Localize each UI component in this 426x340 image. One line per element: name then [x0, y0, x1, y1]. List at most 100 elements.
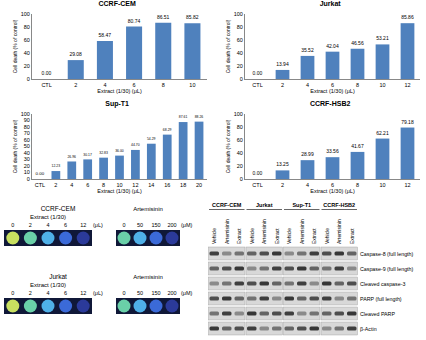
svg-text:62.21: 62.21: [376, 130, 389, 136]
svg-text:0: 0: [122, 290, 125, 296]
svg-text:Caspase-9 (full length): Caspase-9 (full length): [360, 266, 414, 272]
svg-text:0.00: 0.00: [42, 70, 52, 76]
svg-text:PARP (full length): PARP (full length): [360, 296, 402, 302]
svg-text:12: 12: [132, 182, 138, 188]
svg-text:β-Actin: β-Actin: [360, 326, 377, 332]
svg-text:90: 90: [24, 117, 30, 123]
svg-text:0: 0: [11, 290, 14, 296]
svg-text:100: 100: [234, 111, 243, 117]
svg-text:16: 16: [164, 182, 170, 188]
svg-text:Extract: Extract: [349, 228, 355, 244]
svg-text:35.52: 35.52: [301, 47, 314, 53]
svg-text:12: 12: [80, 290, 86, 296]
svg-text:Artemisinin: Artemisinin: [224, 219, 230, 244]
svg-text:Sup-T1: Sup-T1: [292, 202, 311, 208]
svg-text:4: 4: [46, 290, 49, 296]
svg-text:80: 80: [24, 124, 30, 130]
svg-text:13.25: 13.25: [276, 161, 289, 167]
svg-text:Vehicle: Vehicle: [286, 228, 292, 244]
svg-text:Sup-T1: Sup-T1: [105, 100, 129, 108]
svg-text:46.56: 46.56: [351, 40, 364, 46]
svg-text:41.67: 41.67: [351, 143, 364, 149]
svg-text:58.47: 58.47: [99, 32, 112, 38]
svg-text:Extract (1/30) (μL): Extract (1/30) (μL): [97, 188, 142, 194]
svg-text:Jurkat: Jurkat: [49, 273, 67, 280]
svg-text:53.21: 53.21: [376, 35, 389, 41]
svg-text:Cleaved PARP: Cleaved PARP: [360, 311, 395, 317]
svg-text:68.29: 68.29: [163, 128, 172, 132]
svg-text:33.56: 33.56: [326, 148, 339, 154]
svg-text:Vehicle: Vehicle: [249, 228, 255, 244]
svg-text:Extract (1/30) (μL): Extract (1/30) (μL): [310, 188, 355, 194]
svg-text:26.96: 26.96: [67, 155, 76, 159]
svg-text:10: 10: [116, 182, 122, 188]
svg-text:0.00: 0.00: [253, 170, 263, 176]
svg-text:86.51: 86.51: [157, 14, 170, 20]
svg-text:CCRF-CEM: CCRF-CEM: [212, 202, 242, 208]
svg-text:60: 60: [24, 37, 30, 43]
svg-text:Cleaved caspase-3: Cleaved caspase-3: [360, 281, 405, 287]
svg-text:0: 0: [240, 176, 243, 182]
svg-text:10: 10: [379, 182, 385, 188]
svg-text:4: 4: [103, 82, 106, 88]
svg-text:2: 2: [29, 290, 32, 296]
svg-text:44.70: 44.70: [131, 143, 140, 147]
svg-text:12: 12: [80, 222, 86, 228]
svg-text:70: 70: [24, 130, 30, 136]
svg-text:42.04: 42.04: [326, 43, 339, 49]
svg-text:200: 200: [167, 222, 176, 228]
svg-text:4: 4: [306, 82, 309, 88]
svg-text:(μM): (μM): [181, 290, 193, 296]
svg-text:4: 4: [306, 182, 309, 188]
svg-text:6: 6: [86, 182, 89, 188]
svg-text:CTL: CTL: [252, 82, 262, 88]
svg-text:4: 4: [70, 182, 73, 188]
svg-text:80.74: 80.74: [128, 18, 141, 24]
svg-text:0.00: 0.00: [253, 70, 263, 76]
svg-text:0.00: 0.00: [36, 171, 45, 176]
svg-text:Artemisinin: Artemisinin: [261, 219, 267, 244]
svg-text:CTL: CTL: [41, 82, 51, 88]
svg-text:CCRF-HSB2: CCRF-HSB2: [323, 202, 355, 208]
svg-text:14: 14: [148, 182, 154, 188]
svg-text:6: 6: [331, 182, 334, 188]
svg-text:20: 20: [237, 163, 243, 169]
svg-text:150: 150: [151, 290, 160, 296]
svg-text:50: 50: [137, 222, 143, 228]
svg-text:79.18: 79.18: [401, 119, 414, 125]
svg-text:36.00: 36.00: [115, 149, 124, 153]
svg-text:100: 100: [234, 11, 243, 17]
svg-text:(μL): (μL): [93, 290, 103, 296]
svg-text:20: 20: [24, 163, 30, 169]
svg-text:2: 2: [54, 182, 57, 188]
svg-text:2: 2: [281, 182, 284, 188]
svg-text:Extract (1/30) (μL): Extract (1/30) (μL): [97, 88, 142, 94]
svg-text:CCRF-CEM: CCRF-CEM: [98, 0, 135, 7]
svg-text:30.17: 30.17: [83, 153, 92, 157]
svg-text:80: 80: [24, 24, 30, 30]
svg-text:Vehicle: Vehicle: [324, 228, 330, 244]
svg-text:Artemisinin: Artemisinin: [336, 219, 342, 244]
svg-text:60: 60: [237, 37, 243, 43]
svg-text:20: 20: [196, 182, 202, 188]
svg-text:0: 0: [240, 76, 243, 82]
svg-text:Extract (1/30): Extract (1/30): [30, 214, 66, 220]
svg-text:2: 2: [281, 82, 284, 88]
svg-text:150: 150: [151, 222, 160, 228]
svg-text:4: 4: [46, 222, 49, 228]
svg-text:2: 2: [29, 222, 32, 228]
svg-text:10: 10: [24, 169, 30, 175]
svg-text:Vehicle: Vehicle: [211, 228, 217, 244]
svg-text:200: 200: [167, 290, 176, 296]
svg-text:85.86: 85.86: [401, 14, 414, 20]
svg-text:6: 6: [331, 82, 334, 88]
svg-text:Extract: Extract: [311, 228, 317, 244]
svg-text:29.08: 29.08: [69, 51, 82, 57]
svg-text:20: 20: [237, 63, 243, 69]
svg-text:Extract (1/30): Extract (1/30): [30, 282, 66, 288]
svg-text:50: 50: [24, 143, 30, 149]
svg-text:CCRF-HSB2: CCRF-HSB2: [310, 100, 351, 107]
svg-text:(μL): (μL): [93, 222, 103, 228]
svg-text:Cell death (% of control): Cell death (% of control): [225, 19, 231, 73]
svg-text:Jurkat: Jurkat: [256, 202, 273, 208]
